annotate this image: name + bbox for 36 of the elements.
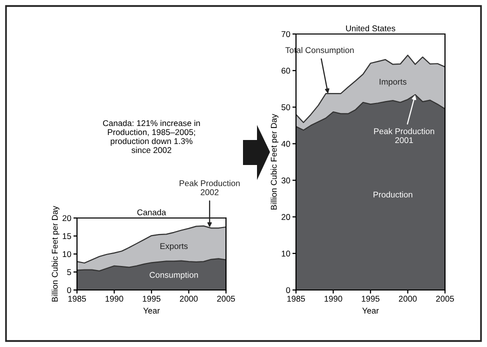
y-tick-label: 15 [62,233,72,240]
y-tick-label: 0 [286,287,290,294]
x-axis-title: Year [362,308,379,314]
y-tick-label: 20 [282,214,290,220]
y-tick-label: 50 [282,104,290,110]
y-tick-label: 10 [282,250,290,257]
x-tick-label: 1995 [142,296,160,302]
y-tick-label: 40 [281,140,290,147]
text: Canada: 121% increase in Production, 1985–2005; production down 1.3% since 2002 [103,120,200,154]
y-tick-label: 5 [67,269,72,276]
y-axis-title: Billion Cubic Feet per Day [52,206,60,302]
x-tick-label: 1990 [324,296,342,302]
y-tick-label: 10 [62,251,72,258]
y-tick-label: 70 [282,31,290,38]
x-tick-label: 1985 [287,296,305,302]
x-tick-label: 2005 [217,296,235,302]
x-tick-label: 1995 [362,296,380,302]
x-tick-label: 2000 [398,296,417,302]
x-axis-title: Year [143,308,160,314]
annotation: Peak Production 2001 [374,128,434,144]
y-tick-label: 60 [282,68,290,74]
series-label: Exports [160,243,188,251]
x-tick-label: 2000 [180,296,198,302]
chart-title: United States [346,25,396,32]
x-tick-label: 1990 [106,296,124,302]
y-tick-label: 30 [281,177,290,184]
series-label: Imports [380,78,406,86]
x-tick-label: 2005 [436,296,454,302]
y-tick-label: 0 [67,287,72,294]
y-tick-label: 20 [62,215,72,222]
y-axis-title: Billion Cubic Feet per Day [270,114,278,210]
chart-title: Canada [137,209,166,216]
series-label: Consumption [150,272,198,280]
annotation: Peak Production 2002 [180,180,240,196]
series-label: Production [374,191,412,198]
x-tick-label: 1985 [68,296,86,302]
